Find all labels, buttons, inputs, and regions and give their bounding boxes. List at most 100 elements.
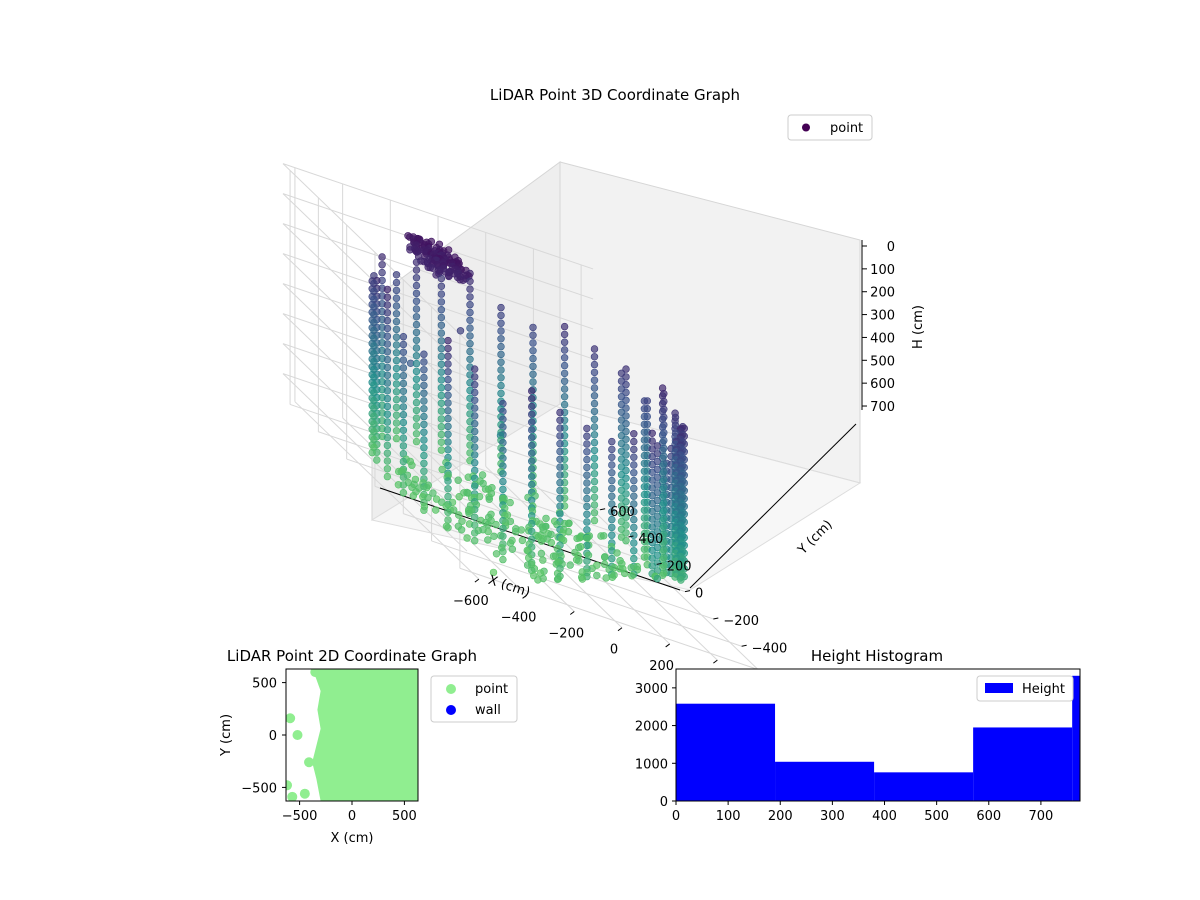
data-point (560, 385, 569, 393)
scatter2d-x-label: X (cm) (331, 831, 374, 846)
data-point (590, 509, 599, 517)
data-point (378, 261, 386, 269)
data-point (556, 463, 564, 471)
data-point (444, 492, 452, 501)
data-point (383, 441, 392, 450)
data-point (560, 393, 569, 401)
data-point (653, 574, 662, 583)
data-point (444, 336, 452, 345)
data-point (471, 412, 479, 420)
data-point (529, 339, 537, 347)
data-point (590, 493, 599, 501)
data-point (499, 470, 507, 478)
data-point (412, 274, 421, 282)
data-point (511, 527, 520, 536)
data-point (622, 536, 630, 545)
data-point (484, 536, 492, 544)
z-tick-label: 0 (887, 240, 895, 255)
data-point (583, 557, 591, 565)
data-point (622, 427, 630, 436)
data-point (640, 397, 649, 405)
data-point (527, 465, 536, 473)
data-point (529, 370, 537, 378)
data-point (622, 396, 630, 404)
data-point (622, 498, 630, 506)
histogram-bar (973, 727, 1073, 801)
data-point (466, 277, 474, 285)
data-point (412, 430, 421, 438)
data-point (492, 520, 500, 529)
data-point (392, 294, 401, 302)
data-point (437, 321, 446, 329)
data-point (437, 345, 446, 353)
data-point (420, 444, 428, 452)
data-point (497, 319, 505, 327)
data-point (556, 510, 564, 518)
data-point (412, 406, 421, 415)
grid-line (282, 163, 468, 342)
data-point (454, 476, 462, 484)
data-point (560, 346, 569, 354)
data-point (310, 669, 321, 678)
data-point (466, 347, 474, 356)
data-point (640, 444, 649, 452)
data-point (508, 545, 517, 553)
data-point (420, 381, 428, 390)
data-point (622, 466, 630, 475)
data-point (640, 483, 649, 491)
data-point (640, 490, 649, 499)
data-point (444, 391, 452, 399)
data-point (383, 324, 392, 333)
data-point (506, 539, 515, 547)
data-point (383, 426, 392, 434)
legend-box (787, 114, 873, 141)
data-point (471, 459, 479, 467)
data-point (437, 337, 446, 345)
y-tick-label: −400 (752, 641, 788, 656)
data-point (640, 522, 649, 530)
data-point (590, 485, 599, 494)
data-point (583, 471, 591, 479)
data-point (630, 492, 638, 500)
data-point (613, 549, 621, 557)
data-point (497, 366, 505, 374)
scatter3d-legend: point (787, 114, 873, 141)
data-point (466, 332, 474, 340)
data-point (399, 442, 408, 450)
data-point (630, 469, 638, 477)
data-point (630, 523, 638, 532)
data-point (608, 453, 616, 461)
data-point (420, 420, 428, 429)
histogram-ticks: 0 100 200 300 400 500 600 700 0 1000 2000 3000 (635, 682, 1053, 824)
data-point (378, 268, 386, 277)
x-tick (474, 578, 480, 583)
legend-label-height: Height (1022, 682, 1065, 697)
x-tick (665, 643, 670, 648)
z-tick-labels: 0 100 200 300 400 500 600 700 (862, 240, 895, 415)
y-tick-label: −500 (241, 781, 277, 796)
data-point (590, 384, 599, 392)
data-point (622, 490, 630, 498)
data-point (630, 430, 638, 438)
data-point (383, 472, 392, 481)
legend-label-point: point (475, 682, 508, 697)
data-point (484, 527, 492, 536)
data-point (383, 379, 392, 387)
data-point (608, 484, 616, 493)
data-point (392, 302, 401, 310)
data-point (437, 282, 446, 290)
data-point (542, 514, 550, 523)
data-point (471, 388, 479, 397)
x-tick (713, 659, 718, 664)
scatter3d-chart: LiDAR Point 3D Coordinate Graph −600 −400… (282, 86, 926, 706)
x-tick-label: −200 (548, 627, 584, 642)
data-point (455, 511, 463, 519)
data-point (648, 546, 656, 554)
data-point (444, 352, 452, 360)
data-point (437, 376, 446, 384)
data-point (471, 427, 479, 436)
data-point (497, 389, 505, 398)
data-point (622, 459, 630, 467)
data-point (573, 534, 581, 543)
data-point (648, 468, 656, 476)
